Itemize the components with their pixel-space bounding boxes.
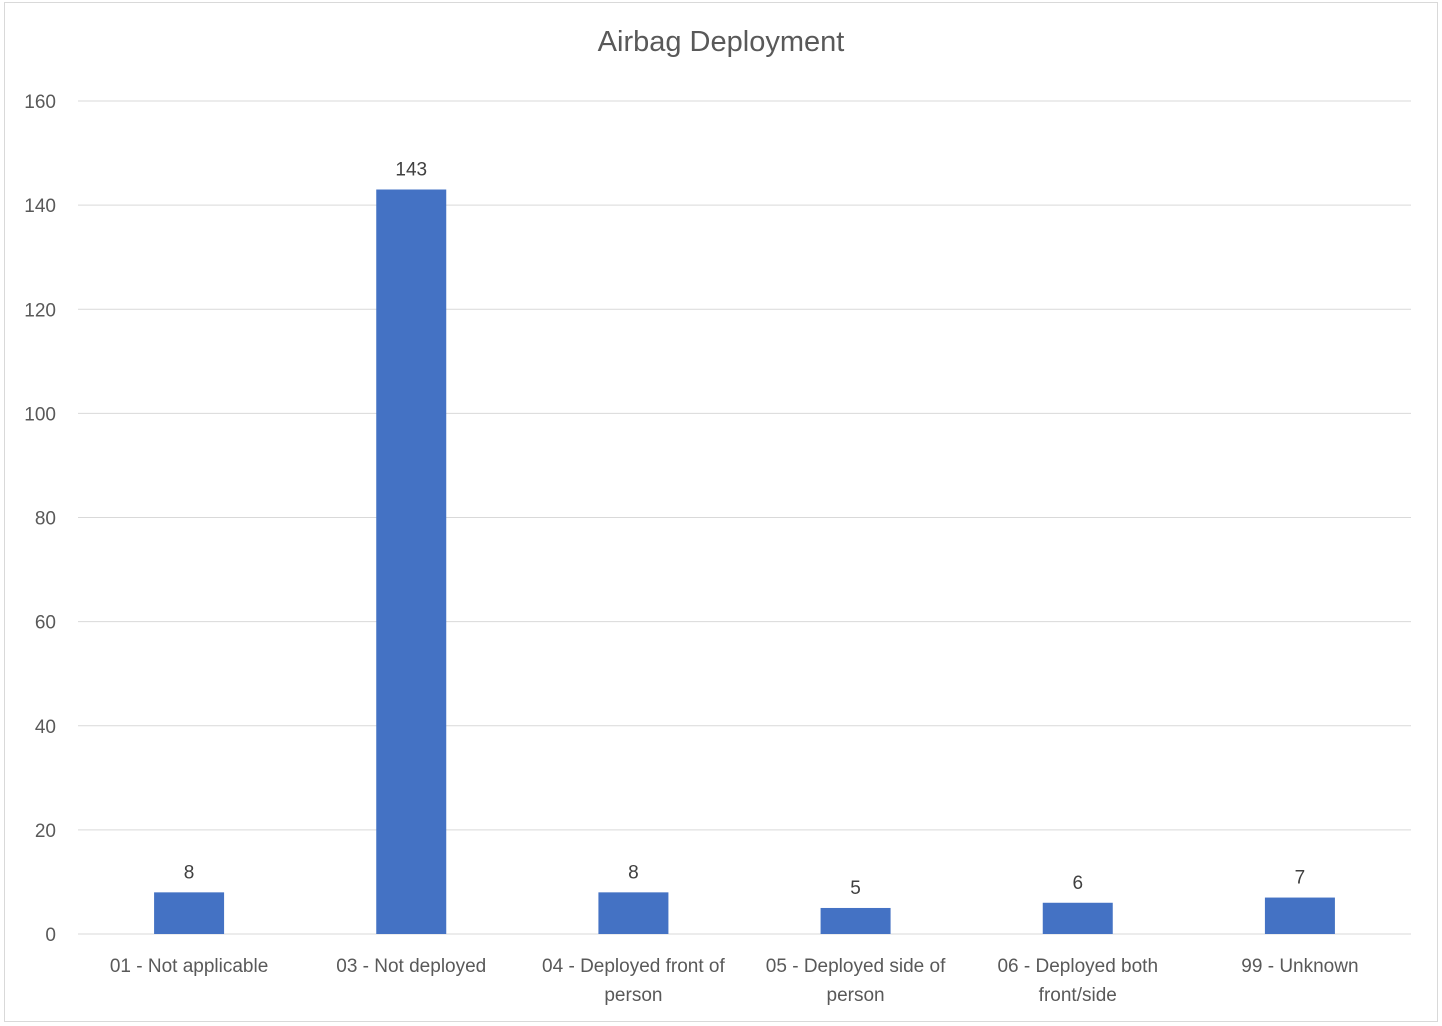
data-label: 8 <box>628 862 639 883</box>
x-tick-label: 05 - Deployed side of <box>766 956 946 977</box>
bar <box>598 892 669 934</box>
y-tick-label: 80 <box>35 509 56 530</box>
y-tick-label: 140 <box>24 196 56 217</box>
y-tick-label: 160 <box>24 92 56 113</box>
x-tick-label: front/side <box>1039 985 1117 1006</box>
bar <box>1264 897 1335 934</box>
x-tick-label: person <box>827 985 885 1006</box>
data-label: 6 <box>1072 873 1083 894</box>
bar <box>820 907 891 934</box>
x-tick-label: 06 - Deployed both <box>997 956 1158 977</box>
data-label: 7 <box>1295 868 1306 889</box>
x-tick-label: 04 - Deployed front of <box>542 956 725 977</box>
data-label: 143 <box>395 160 427 181</box>
bar <box>376 189 447 935</box>
y-tick-label: 100 <box>24 404 56 425</box>
bar <box>1042 902 1113 934</box>
y-tick-label: 60 <box>35 613 56 634</box>
data-label: 8 <box>184 862 195 883</box>
y-tick-label: 20 <box>35 821 56 842</box>
x-tick-label: person <box>604 985 662 1006</box>
x-tick-label: 01 - Not applicable <box>110 956 268 977</box>
y-tick-label: 120 <box>24 300 56 321</box>
x-tick-label: 03 - Not deployed <box>336 956 486 977</box>
chart-frame <box>4 2 1438 1022</box>
y-tick-label: 0 <box>45 925 56 946</box>
x-tick-label: 99 - Unknown <box>1241 956 1358 977</box>
data-label: 5 <box>850 878 861 899</box>
chart-title: Airbag Deployment <box>597 26 845 58</box>
y-tick-label: 40 <box>35 717 56 738</box>
bar <box>154 892 225 934</box>
